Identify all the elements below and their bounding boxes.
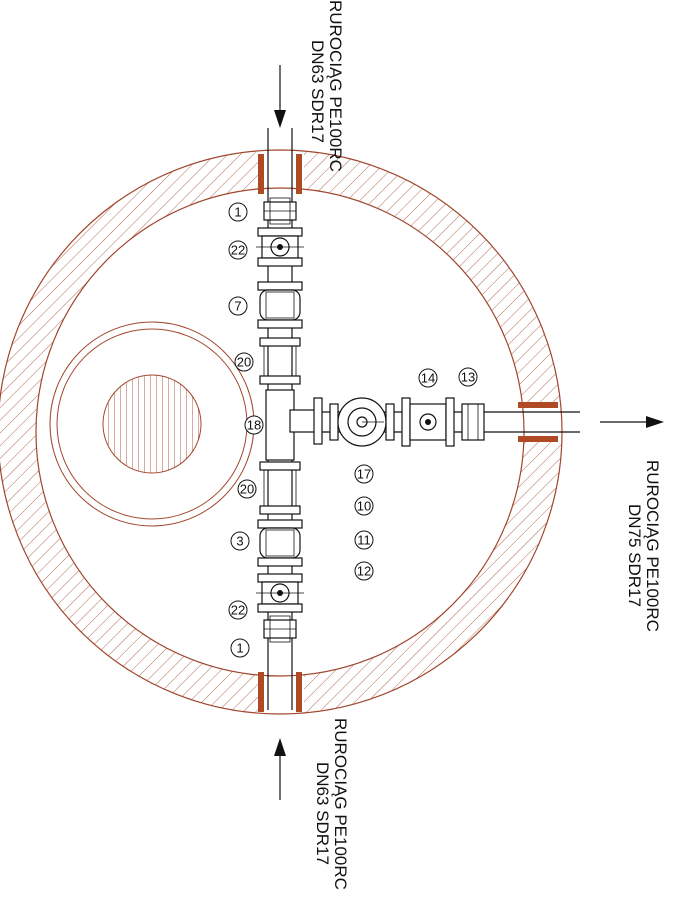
- callout-1-bottom: 1: [230, 638, 250, 658]
- callout-12-text: 12: [357, 564, 371, 579]
- inlet-top-line2: DN63 SDR17: [308, 40, 327, 143]
- callout-22-top: 22: [228, 240, 248, 260]
- access-shaft: [49, 321, 255, 527]
- outlet-right-line1: RUROCIĄG PE100RC: [643, 460, 662, 632]
- inlet-top-label: RUROCIĄG PE100RC DN63 SDR17: [308, 0, 345, 172]
- callout-1-bottom-text: 1: [236, 641, 243, 656]
- callout-14-text: 14: [421, 371, 435, 386]
- callout-18: 18: [244, 415, 264, 435]
- flow-arrow-top: [274, 65, 286, 128]
- callout-17-text: 17: [357, 467, 371, 482]
- callout-20-top: 20: [234, 352, 254, 372]
- outlet-right-line2: DN75 SDR17: [625, 504, 644, 607]
- flow-arrow-bottom: [274, 738, 286, 800]
- callout-22-bottom-text: 22: [231, 603, 245, 618]
- valve-22-bottom: [256, 573, 304, 613]
- callout-1-top: 1: [228, 202, 248, 222]
- wall-penetration-top: [258, 154, 302, 194]
- callout-20-top-text: 20: [237, 355, 251, 370]
- callout-10: 10: [354, 496, 374, 516]
- flow-arrow-right: [600, 416, 664, 428]
- callout-18-text: 18: [247, 418, 261, 433]
- inlet-top-line1: RUROCIĄG PE100RC: [326, 0, 345, 172]
- callout-3: 3: [230, 531, 250, 551]
- fitting-20-top: [259, 337, 301, 385]
- outlet-right-label: RUROCIĄG PE100RC DN75 SDR17: [625, 460, 662, 632]
- fitting-1-top: [263, 197, 297, 225]
- inlet-bottom-line1: RUROCIĄG PE100RC: [331, 718, 350, 890]
- callout-22-top-text: 22: [231, 243, 245, 258]
- callout-13: 13: [458, 367, 478, 387]
- wall-penetration-bottom: [258, 672, 302, 712]
- callout-7: 7: [228, 296, 248, 316]
- callout-20-bottom: 20: [237, 479, 257, 499]
- callout-12: 12: [354, 561, 374, 581]
- wall-penetration-right: [518, 402, 558, 442]
- callout-3-text: 3: [236, 534, 243, 549]
- inlet-bottom-label: RUROCIĄG PE100RC DN63 SDR17: [313, 718, 350, 890]
- valve-22-top: [256, 227, 304, 267]
- inlet-bottom-line2: DN63 SDR17: [313, 762, 332, 865]
- fitting-1-bottom: [263, 615, 297, 643]
- outlet-branch: [322, 397, 580, 447]
- callout-20-bottom-text: 20: [240, 482, 254, 497]
- fitting-7: [257, 281, 303, 329]
- fitting-20-bottom: [259, 461, 301, 515]
- callout-13-text: 13: [461, 370, 475, 385]
- callout-1-top-text: 1: [234, 205, 241, 220]
- callout-11-text: 11: [357, 533, 371, 548]
- fitting-3: [257, 519, 303, 567]
- callout-17: 17: [354, 464, 374, 484]
- tee-18: [265, 389, 323, 461]
- callout-11: 11: [354, 530, 374, 550]
- callout-7-text: 7: [234, 299, 241, 314]
- callout-14: 14: [418, 368, 438, 388]
- callout-22-bottom: 22: [228, 600, 248, 620]
- callout-10-text: 10: [357, 499, 371, 514]
